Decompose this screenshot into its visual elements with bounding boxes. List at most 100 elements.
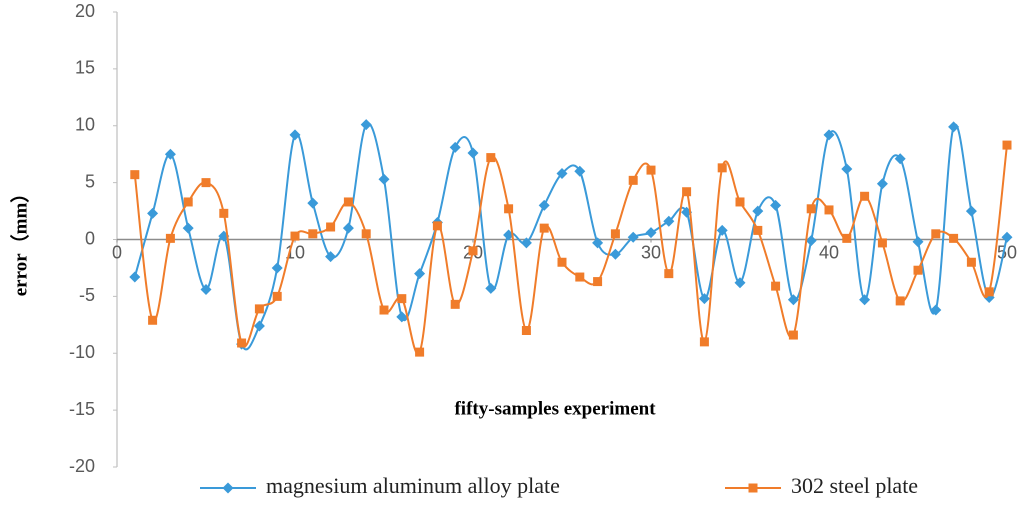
y-axis-label: error（mm） <box>8 184 31 297</box>
data-point <box>237 338 247 348</box>
y-tick-label: -5 <box>79 285 95 305</box>
data-point <box>823 129 835 141</box>
data-point <box>556 168 568 180</box>
data-point <box>326 222 336 232</box>
data-point <box>378 173 390 185</box>
data-point <box>272 291 282 301</box>
data-point <box>663 215 675 227</box>
data-point <box>699 337 709 347</box>
data-point <box>449 141 461 153</box>
data-point <box>627 231 639 243</box>
x-tick-label: 50 <box>997 242 1017 262</box>
data-point <box>948 121 960 133</box>
y-tick-label: -20 <box>69 456 95 476</box>
y-tick-label: -15 <box>69 399 95 419</box>
data-point <box>931 229 941 239</box>
data-point <box>770 199 782 211</box>
legend-marker <box>748 483 758 493</box>
data-point <box>342 222 354 234</box>
legend-label: magnesium aluminum alloy plate <box>266 473 560 498</box>
data-point <box>343 197 353 207</box>
data-point <box>253 320 265 332</box>
data-point <box>147 207 159 219</box>
data-point <box>787 294 799 306</box>
data-point <box>771 281 781 291</box>
data-point <box>485 282 497 294</box>
data-point <box>165 233 175 243</box>
data-point <box>130 170 140 180</box>
data-point <box>1002 140 1012 150</box>
data-point <box>467 147 479 159</box>
data-point <box>164 148 176 160</box>
data-point <box>271 262 283 274</box>
data-point <box>860 191 870 201</box>
data-point <box>912 236 924 248</box>
data-point <box>824 205 834 215</box>
data-point <box>201 178 211 188</box>
data-point <box>379 305 389 315</box>
data-point <box>574 165 586 177</box>
y-tick-label: 20 <box>75 1 95 21</box>
data-point <box>557 257 567 267</box>
data-point <box>308 229 318 239</box>
data-point <box>965 205 977 217</box>
y-tick-label: 5 <box>85 171 95 191</box>
data-point <box>949 233 959 243</box>
data-point <box>716 224 728 236</box>
data-point <box>521 326 531 335</box>
data-point <box>129 271 141 283</box>
data-point <box>717 163 727 173</box>
data-point <box>841 163 853 175</box>
data-point <box>609 248 621 260</box>
series-line <box>133 122 1008 351</box>
data-point <box>806 204 816 214</box>
data-point <box>254 304 264 314</box>
data-point <box>432 221 442 231</box>
data-point <box>930 304 942 316</box>
data-point <box>859 294 871 306</box>
data-point <box>966 257 976 267</box>
data-point <box>396 311 408 323</box>
x-tick-label: 30 <box>641 242 661 262</box>
data-point <box>735 197 745 207</box>
data-point <box>200 284 212 296</box>
data-point <box>877 238 887 248</box>
data-point <box>1001 231 1013 243</box>
data-point <box>415 347 425 357</box>
data-point <box>646 165 656 175</box>
data-point <box>894 153 906 165</box>
data-point <box>290 231 300 241</box>
data-point <box>538 199 550 211</box>
data-point <box>575 272 585 282</box>
data-point <box>592 237 604 249</box>
data-point <box>593 277 603 287</box>
x-axis-label: fifty-samples experiment <box>454 398 656 419</box>
data-point <box>360 119 372 131</box>
data-point <box>219 208 229 218</box>
data-point <box>876 178 888 190</box>
data-point <box>842 233 852 243</box>
data-point <box>289 129 301 141</box>
data-point <box>752 205 764 217</box>
series-line <box>133 144 1008 355</box>
data-point <box>734 277 746 289</box>
y-tick-label: 0 <box>85 228 95 248</box>
data-point <box>361 229 371 239</box>
x-tick-label: 40 <box>819 242 839 262</box>
data-point <box>183 197 193 207</box>
data-point <box>397 294 407 304</box>
data-point <box>753 225 763 235</box>
data-point <box>895 296 905 306</box>
data-point <box>182 222 194 234</box>
data-point <box>520 237 532 249</box>
data-point <box>913 265 923 275</box>
data-point <box>307 197 319 209</box>
data-point <box>504 204 514 214</box>
y-tick-label: -10 <box>69 342 95 362</box>
y-tick-label: 10 <box>75 115 95 135</box>
data-point <box>468 246 478 256</box>
data-point <box>805 235 817 247</box>
data-point <box>450 299 460 309</box>
y-tick-label: 15 <box>75 58 95 78</box>
